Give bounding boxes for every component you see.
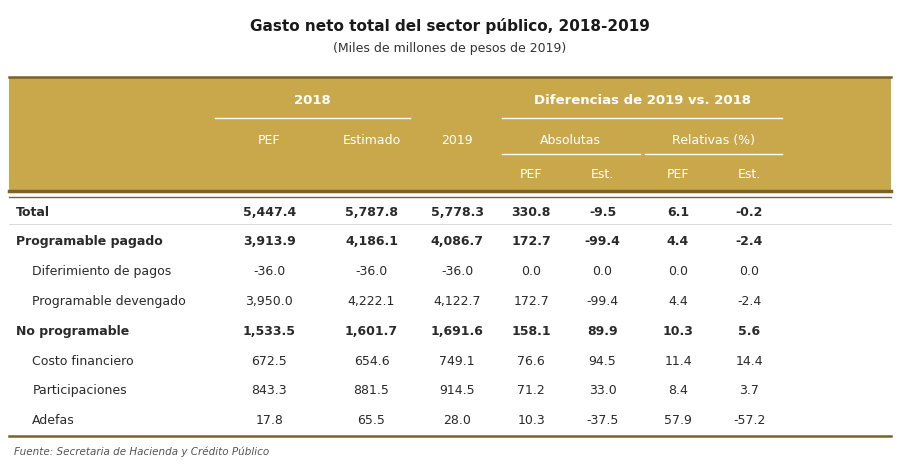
Text: 672.5: 672.5 xyxy=(251,355,287,368)
Text: 11.4: 11.4 xyxy=(664,355,692,368)
Text: 5.6: 5.6 xyxy=(738,325,760,338)
Text: 10.3: 10.3 xyxy=(662,325,693,338)
Text: -9.5: -9.5 xyxy=(589,206,616,219)
Text: 4,086.7: 4,086.7 xyxy=(430,235,483,248)
Text: Absolutas: Absolutas xyxy=(540,135,601,147)
Text: Gasto neto total del sector público, 2018-2019: Gasto neto total del sector público, 201… xyxy=(250,18,650,34)
Text: -57.2: -57.2 xyxy=(734,414,766,427)
Text: Total: Total xyxy=(16,206,50,219)
Text: 89.9: 89.9 xyxy=(588,325,618,338)
Text: 1,691.6: 1,691.6 xyxy=(430,325,483,338)
Text: Est.: Est. xyxy=(738,168,761,181)
Text: Est.: Est. xyxy=(591,168,614,181)
Text: Estimado: Estimado xyxy=(342,135,400,147)
Text: Relativas (%): Relativas (%) xyxy=(672,135,755,147)
Text: 0.0: 0.0 xyxy=(740,265,760,278)
Text: -99.4: -99.4 xyxy=(587,295,618,308)
Text: PEF: PEF xyxy=(520,168,543,181)
Text: 8.4: 8.4 xyxy=(668,384,688,397)
Text: 28.0: 28.0 xyxy=(443,414,471,427)
Text: -36.0: -36.0 xyxy=(356,265,388,278)
Text: 5,787.8: 5,787.8 xyxy=(345,206,398,219)
Text: 843.3: 843.3 xyxy=(251,384,287,397)
Text: 65.5: 65.5 xyxy=(357,414,385,427)
Text: Fuente: Secretaria de Hacienda y Crédito Público: Fuente: Secretaria de Hacienda y Crédito… xyxy=(14,447,269,457)
Text: 330.8: 330.8 xyxy=(511,206,551,219)
Text: Diferencias de 2019 vs. 2018: Diferencias de 2019 vs. 2018 xyxy=(534,94,751,107)
Text: 158.1: 158.1 xyxy=(511,325,551,338)
Text: 17.8: 17.8 xyxy=(256,414,284,427)
Bar xyxy=(9,77,891,191)
Text: 749.1: 749.1 xyxy=(439,355,475,368)
Text: -2.4: -2.4 xyxy=(736,235,763,248)
Text: 14.4: 14.4 xyxy=(735,355,763,368)
Text: Diferimiento de pagos: Diferimiento de pagos xyxy=(32,265,172,278)
Text: (Miles de millones de pesos de 2019): (Miles de millones de pesos de 2019) xyxy=(333,42,567,55)
Text: 71.2: 71.2 xyxy=(518,384,545,397)
Text: No programable: No programable xyxy=(16,325,130,338)
Text: 76.6: 76.6 xyxy=(518,355,545,368)
Text: 0.0: 0.0 xyxy=(668,265,688,278)
Text: 0.0: 0.0 xyxy=(521,265,541,278)
Text: -99.4: -99.4 xyxy=(585,235,620,248)
Text: -37.5: -37.5 xyxy=(587,414,619,427)
Text: 6.1: 6.1 xyxy=(667,206,689,219)
Text: Programable devengado: Programable devengado xyxy=(32,295,186,308)
Text: 1,533.5: 1,533.5 xyxy=(243,325,296,338)
Text: 2019: 2019 xyxy=(441,135,472,147)
Text: 57.9: 57.9 xyxy=(664,414,692,427)
Text: -36.0: -36.0 xyxy=(441,265,473,278)
Text: 4,186.1: 4,186.1 xyxy=(345,235,398,248)
Text: 172.7: 172.7 xyxy=(511,235,551,248)
Text: 4,122.7: 4,122.7 xyxy=(433,295,481,308)
Text: 5,447.4: 5,447.4 xyxy=(243,206,296,219)
Text: 172.7: 172.7 xyxy=(513,295,549,308)
Text: 2018: 2018 xyxy=(294,94,331,107)
Text: 94.5: 94.5 xyxy=(589,355,616,368)
Text: 881.5: 881.5 xyxy=(354,384,390,397)
Text: 5,778.3: 5,778.3 xyxy=(430,206,483,219)
Text: 0.0: 0.0 xyxy=(592,265,613,278)
Text: 914.5: 914.5 xyxy=(439,384,475,397)
Text: 654.6: 654.6 xyxy=(354,355,390,368)
Text: 10.3: 10.3 xyxy=(518,414,545,427)
Text: Costo financiero: Costo financiero xyxy=(32,355,134,368)
Text: 3,913.9: 3,913.9 xyxy=(243,235,295,248)
Text: 3.7: 3.7 xyxy=(740,384,760,397)
Text: -2.4: -2.4 xyxy=(737,295,761,308)
Text: 33.0: 33.0 xyxy=(589,384,616,397)
Text: 4,222.1: 4,222.1 xyxy=(347,295,395,308)
Text: 4.4: 4.4 xyxy=(668,295,688,308)
Text: 3,950.0: 3,950.0 xyxy=(246,295,293,308)
Text: 1,601.7: 1,601.7 xyxy=(345,325,398,338)
Text: -0.2: -0.2 xyxy=(736,206,763,219)
Text: Programable pagado: Programable pagado xyxy=(16,235,163,248)
Text: Participaciones: Participaciones xyxy=(32,384,127,397)
Text: Adefas: Adefas xyxy=(32,414,76,427)
Text: 4.4: 4.4 xyxy=(667,235,689,248)
Text: PEF: PEF xyxy=(258,135,281,147)
Text: PEF: PEF xyxy=(667,168,689,181)
Text: -36.0: -36.0 xyxy=(253,265,285,278)
